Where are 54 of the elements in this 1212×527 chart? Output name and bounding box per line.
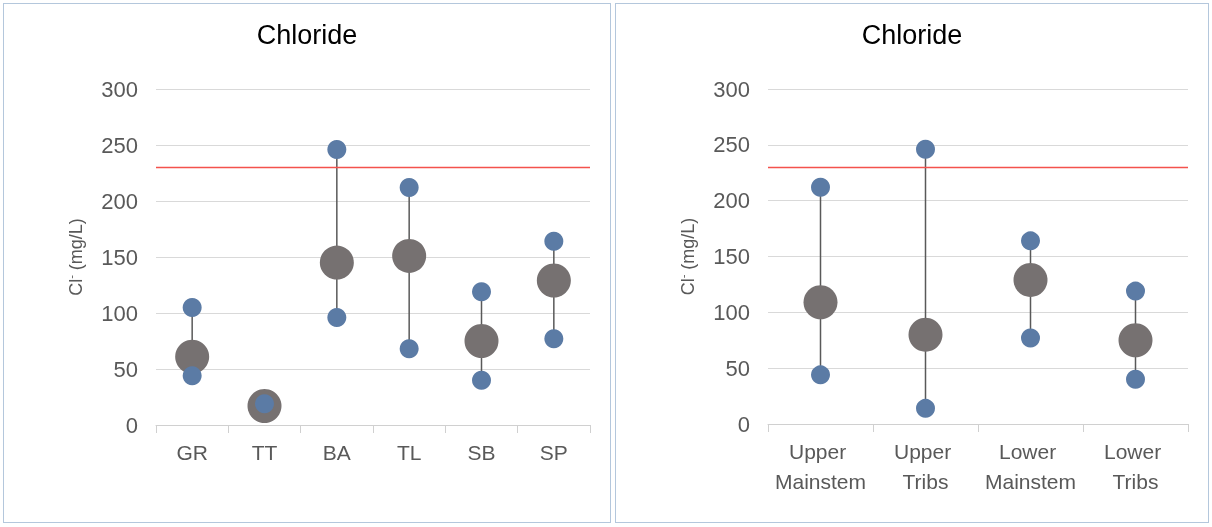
x-tick-label: SP xyxy=(539,440,568,464)
point xyxy=(803,285,838,320)
point xyxy=(327,139,347,159)
point xyxy=(1118,323,1153,358)
y-tick-label: 150 xyxy=(101,244,138,270)
point xyxy=(1126,369,1145,389)
x-tick-label: Lower Tribs xyxy=(1103,439,1168,493)
x-tick-label: Upper Mainstem xyxy=(774,439,867,493)
y-tick-label: 0 xyxy=(737,411,750,437)
y-tick-label: 50 xyxy=(725,355,750,381)
x-tick-label: GR xyxy=(176,440,208,464)
y-tick-label: 300 xyxy=(101,76,138,102)
x-tick-label: SB xyxy=(467,440,496,464)
x-tick-label: TL xyxy=(396,440,422,464)
y-axis-title: Cl- (mg/L) xyxy=(676,217,698,296)
point xyxy=(811,365,830,385)
point xyxy=(182,366,202,386)
y-tick-label: 250 xyxy=(713,132,750,158)
point xyxy=(327,307,347,327)
y-axis-title: Cl- (mg/L) xyxy=(64,218,86,296)
chart-title: Chloride xyxy=(256,19,358,50)
y-tick-label: 200 xyxy=(713,188,750,214)
point xyxy=(182,297,202,317)
point xyxy=(536,263,571,298)
point xyxy=(1013,262,1048,297)
point xyxy=(319,245,354,280)
point xyxy=(472,370,491,390)
y-tick-label: 0 xyxy=(125,412,138,438)
point xyxy=(908,317,943,352)
point xyxy=(916,139,935,159)
point xyxy=(544,231,564,251)
point xyxy=(916,398,935,418)
y-tick-label: 50 xyxy=(113,356,138,382)
x-tick-label: TT xyxy=(251,440,278,464)
y-tick-label: 300 xyxy=(713,76,750,102)
point xyxy=(392,238,427,273)
point xyxy=(464,324,499,358)
y-tick-label: 250 xyxy=(101,132,138,158)
chart-title: Chloride xyxy=(861,19,963,50)
point xyxy=(472,282,491,302)
point xyxy=(1126,281,1145,301)
point xyxy=(544,329,564,349)
y-tick-label: 100 xyxy=(101,300,138,326)
x-tick-label: Upper Tribs xyxy=(893,439,958,493)
point xyxy=(399,339,419,359)
x-tick-label: BA xyxy=(322,440,351,464)
y-tick-label: 150 xyxy=(713,244,750,269)
point xyxy=(399,178,419,198)
point xyxy=(1021,328,1040,348)
point xyxy=(811,177,830,197)
point xyxy=(1021,231,1040,251)
y-tick-label: 100 xyxy=(713,299,750,325)
y-tick-label: 200 xyxy=(101,188,138,214)
x-tick-label: Lower Mainstem xyxy=(984,439,1077,493)
